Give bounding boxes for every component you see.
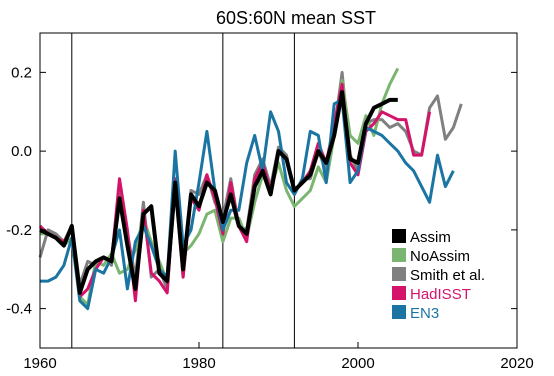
axis-ticks: 1960 1980 2000 2020 -0.4 -0.2 0.0 0.2: [6, 64, 534, 372]
legend: Assim NoAssim Smith et al. HadISST EN3: [392, 229, 485, 322]
x-tick-label: 2000: [341, 355, 374, 372]
plot-frame: [39, 32, 518, 349]
x-tick-label: 1980: [182, 355, 215, 372]
x-tick-label: 2020: [500, 355, 533, 372]
series-line-en3: [40, 98, 455, 311]
legend-label-hadisst: HadISST: [410, 286, 471, 303]
legend-label-assim: Assim: [410, 229, 451, 246]
y-tick-label: 0.2: [11, 64, 32, 81]
chart-title: 60S:60N mean SST: [216, 8, 376, 28]
legend-label-en3: EN3: [410, 305, 439, 322]
y-tick-label: -0.4: [6, 301, 32, 318]
legend-swatch-assim: [392, 229, 406, 243]
legend-swatch-smith-et-al: [392, 267, 406, 281]
series-line-assim: [39, 90, 398, 295]
series-layer: [38, 67, 463, 311]
legend-swatch-en3: [392, 305, 406, 319]
y-tick-label: -0.2: [6, 222, 32, 239]
y-tick-label: 0.0: [11, 143, 32, 160]
legend-label-noassim: NoAssim: [410, 248, 470, 265]
legend-swatch-hadisst: [392, 286, 406, 300]
legend-label-smith-et-al: Smith et al.: [410, 267, 485, 284]
vertical-markers: [71, 33, 295, 348]
x-tick-label: 1960: [23, 355, 56, 372]
legend-swatch-noassim: [392, 248, 406, 262]
